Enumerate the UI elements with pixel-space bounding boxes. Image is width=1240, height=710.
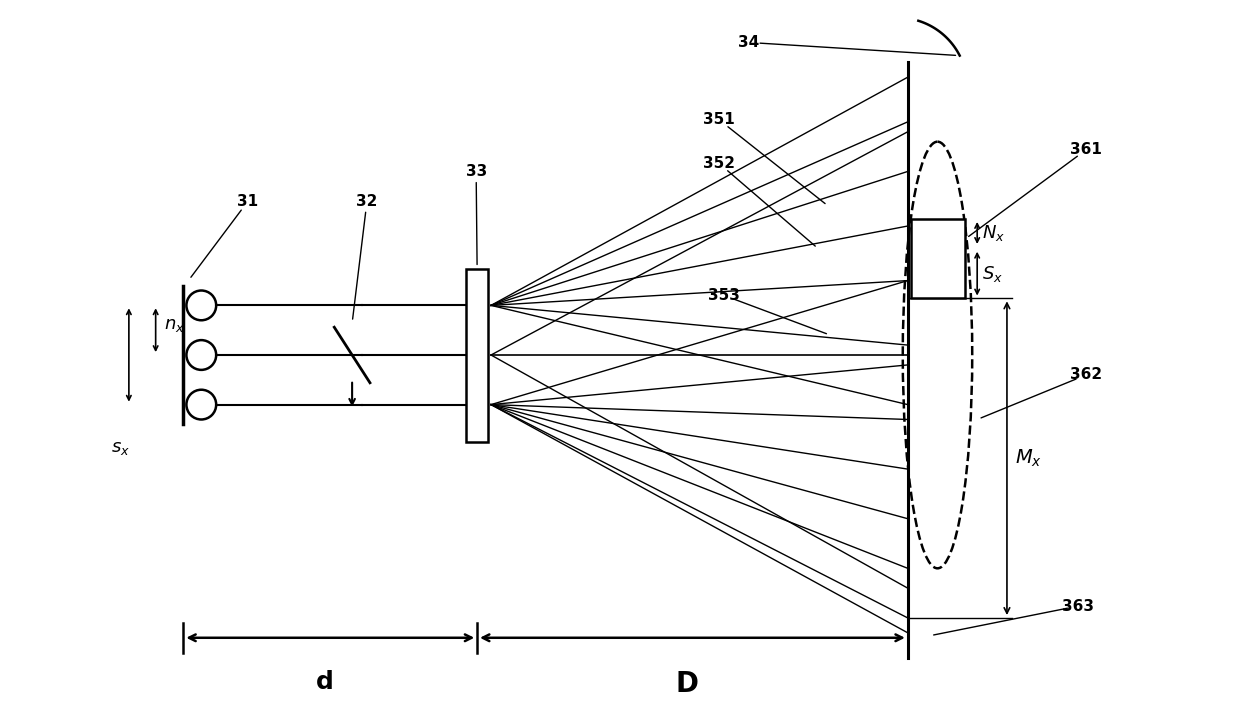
Text: $M_x$: $M_x$: [1014, 447, 1042, 469]
Text: 361: 361: [1070, 142, 1102, 157]
Text: $N_x$: $N_x$: [982, 223, 1006, 243]
Bar: [910, 219, 965, 298]
Text: $S_x$: $S_x$: [982, 263, 1003, 283]
Text: 34: 34: [738, 35, 760, 50]
Text: 32: 32: [356, 194, 378, 209]
Text: 362: 362: [1070, 367, 1102, 383]
Text: 31: 31: [237, 194, 258, 209]
Text: d: d: [316, 670, 334, 694]
Text: 353: 353: [708, 288, 740, 303]
Text: 363: 363: [1063, 599, 1095, 613]
Text: $n_x$: $n_x$: [164, 316, 185, 334]
Text: 352: 352: [703, 156, 735, 171]
Text: 351: 351: [703, 112, 735, 127]
Text: D: D: [676, 670, 698, 697]
Text: 33: 33: [465, 164, 487, 179]
Text: $s_x$: $s_x$: [112, 439, 130, 457]
Bar: [466, 268, 489, 442]
